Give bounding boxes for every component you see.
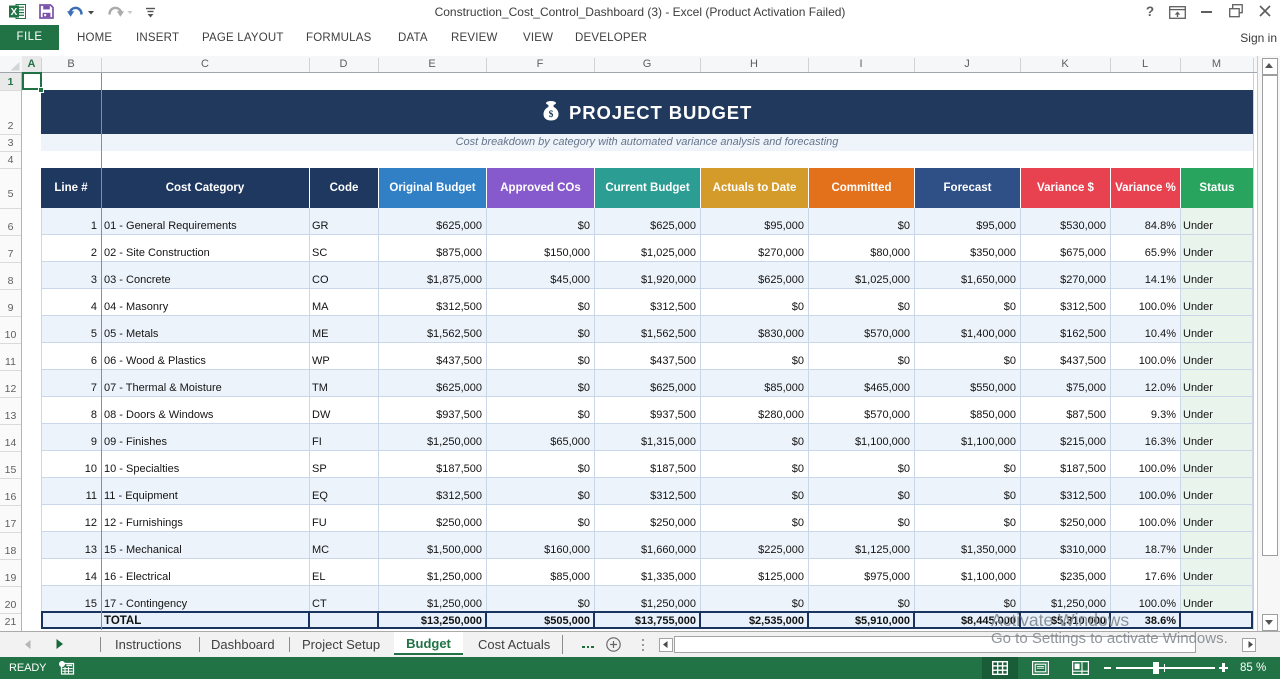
svg-text:X: X: [11, 7, 18, 18]
svg-text:$: $: [549, 109, 554, 120]
